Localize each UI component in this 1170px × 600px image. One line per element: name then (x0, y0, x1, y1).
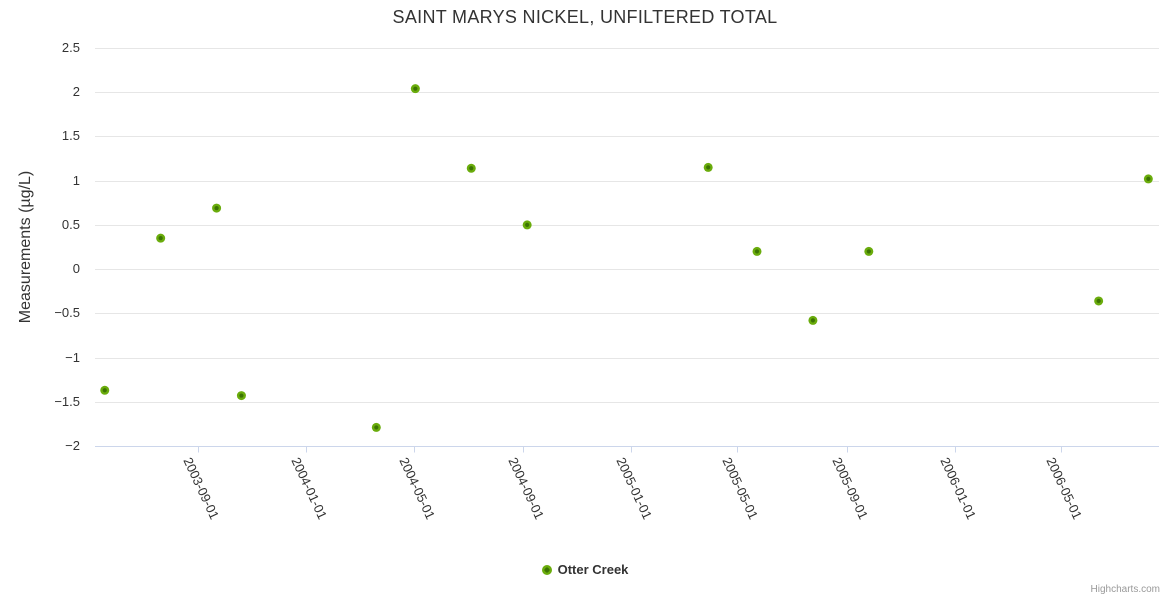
y-tick-label: −1.5 (54, 393, 80, 409)
y-tick-label: 0 (72, 261, 80, 277)
y-tick-label: −2 (65, 438, 80, 453)
data-point[interactable] (410, 84, 420, 94)
y-tick-label: 0.5 (61, 216, 80, 232)
y-tick-label: −1 (65, 349, 80, 365)
data-point[interactable] (1143, 174, 1153, 184)
data-point[interactable] (466, 163, 476, 173)
legend-label: Otter Creek (557, 562, 629, 577)
legend-marker-icon (541, 564, 552, 575)
data-point[interactable] (236, 391, 246, 401)
chart-title: SAINT MARYS NICKEL, UNFILTERED TOTAL (392, 7, 778, 27)
highcharts-credit[interactable]: Highcharts.com (1090, 584, 1160, 595)
data-point[interactable] (100, 385, 110, 395)
data-point[interactable] (808, 315, 818, 325)
data-point[interactable] (752, 246, 762, 256)
data-point[interactable] (156, 233, 166, 243)
y-tick-label: 2.5 (61, 40, 80, 55)
data-point[interactable] (1094, 296, 1104, 306)
y-tick-label: 2 (72, 84, 80, 100)
data-point[interactable] (864, 246, 874, 256)
legend-item-otter-creek[interactable]: Otter Creek (541, 562, 629, 577)
y-tick-label: −0.5 (54, 305, 80, 321)
data-point[interactable] (522, 220, 532, 230)
legend: Otter Creek (0, 562, 1170, 577)
y-tick-label: 1.5 (61, 128, 80, 144)
data-point[interactable] (212, 203, 222, 213)
data-point[interactable] (703, 162, 713, 172)
y-tick-label: 1 (72, 172, 80, 188)
data-point[interactable] (371, 422, 381, 432)
